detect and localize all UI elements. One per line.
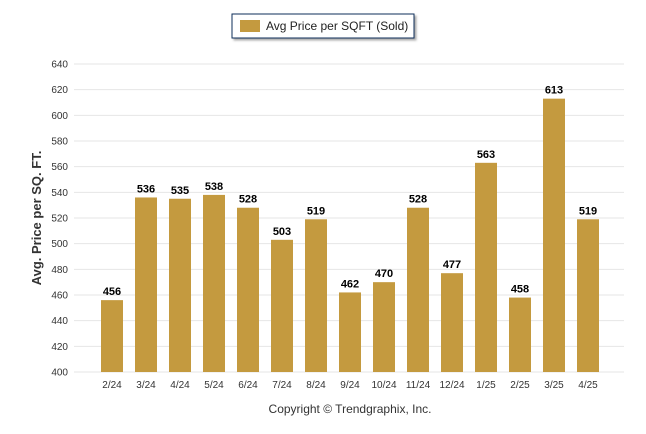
y-tick-label: 520 xyxy=(51,214,68,225)
bars xyxy=(101,98,599,373)
x-tick-label: 8/24 xyxy=(306,380,326,391)
bar xyxy=(577,219,599,372)
x-tick-label: 7/24 xyxy=(272,380,292,391)
y-tick-label: 620 xyxy=(51,85,68,96)
x-axis-ticks: 2/24 3/24 4/24 5/24 6/24 7/24 8/24 9/24 10/24 11/… xyxy=(102,380,598,391)
x-tick-label: 10/24 xyxy=(371,380,396,391)
y-tick-label: 640 xyxy=(51,60,68,71)
grid xyxy=(74,63,624,373)
bar xyxy=(339,292,361,372)
y-tick-label: 400 xyxy=(51,368,68,379)
data-label: 563 xyxy=(477,149,495,161)
x-tick-label: 3/24 xyxy=(136,380,156,391)
data-label: 519 xyxy=(307,205,325,217)
bar xyxy=(543,98,565,373)
x-tick-label: 12/24 xyxy=(439,380,464,391)
y-tick-label: 480 xyxy=(51,265,68,276)
y-axis-title: Avg. Price per SQ. FT. xyxy=(29,151,44,286)
legend-swatch xyxy=(240,20,260,32)
data-label: 528 xyxy=(409,194,427,206)
bar xyxy=(101,300,123,372)
bar xyxy=(441,273,463,372)
data-label: 456 xyxy=(103,286,121,298)
y-tick-label: 460 xyxy=(51,291,68,302)
x-tick-label: 6/24 xyxy=(238,380,258,391)
legend: Avg Price per SQFT (Sold) xyxy=(231,13,415,39)
bar xyxy=(271,239,293,372)
data-label: 519 xyxy=(579,205,597,217)
bar xyxy=(475,162,497,372)
data-label: 503 xyxy=(273,226,291,238)
y-tick-label: 440 xyxy=(51,316,68,327)
bar xyxy=(169,198,191,372)
x-tick-label: 9/24 xyxy=(340,380,360,391)
data-label: 536 xyxy=(137,183,155,195)
x-tick-label: 5/24 xyxy=(204,380,224,391)
x-tick-label: 2/25 xyxy=(510,380,530,391)
data-label: 613 xyxy=(545,85,563,97)
data-labels: 456 536 535 538 528 503 519 462 470 528 477 563 458 6… xyxy=(103,85,597,298)
x-tick-label: 1/25 xyxy=(476,380,496,391)
y-axis-ticks: 400 420 440 460 480 500 520 540 560 580 600 620 640 xyxy=(51,60,68,379)
data-label: 528 xyxy=(239,194,257,206)
x-tick-label: 4/24 xyxy=(170,380,190,391)
bar xyxy=(237,207,259,372)
data-label: 462 xyxy=(341,278,359,290)
x-tick-label: 2/24 xyxy=(102,380,122,391)
bar xyxy=(135,197,157,372)
bar xyxy=(203,194,225,372)
legend-box xyxy=(231,13,415,39)
y-tick-label: 600 xyxy=(51,111,68,122)
x-tick-label: 11/24 xyxy=(406,380,431,391)
legend-label: Avg Price per SQFT (Sold) xyxy=(266,19,408,33)
data-label: 458 xyxy=(511,284,529,296)
x-tick-label: 3/25 xyxy=(544,380,564,391)
bar xyxy=(407,207,429,372)
copyright-footer: Copyright © Trendgraphix, Inc. xyxy=(269,402,432,416)
y-tick-label: 500 xyxy=(51,239,68,250)
y-tick-label: 580 xyxy=(51,137,68,148)
bar xyxy=(305,219,327,372)
y-tick-label: 420 xyxy=(51,342,68,353)
y-tick-label: 540 xyxy=(51,188,68,199)
data-label: 538 xyxy=(205,181,223,193)
data-label: 477 xyxy=(443,259,461,271)
bar xyxy=(373,282,395,372)
data-label: 470 xyxy=(375,268,393,280)
x-tick-label: 4/25 xyxy=(578,380,598,391)
bar xyxy=(509,297,531,372)
y-tick-label: 560 xyxy=(51,162,68,173)
data-label: 535 xyxy=(171,185,189,197)
